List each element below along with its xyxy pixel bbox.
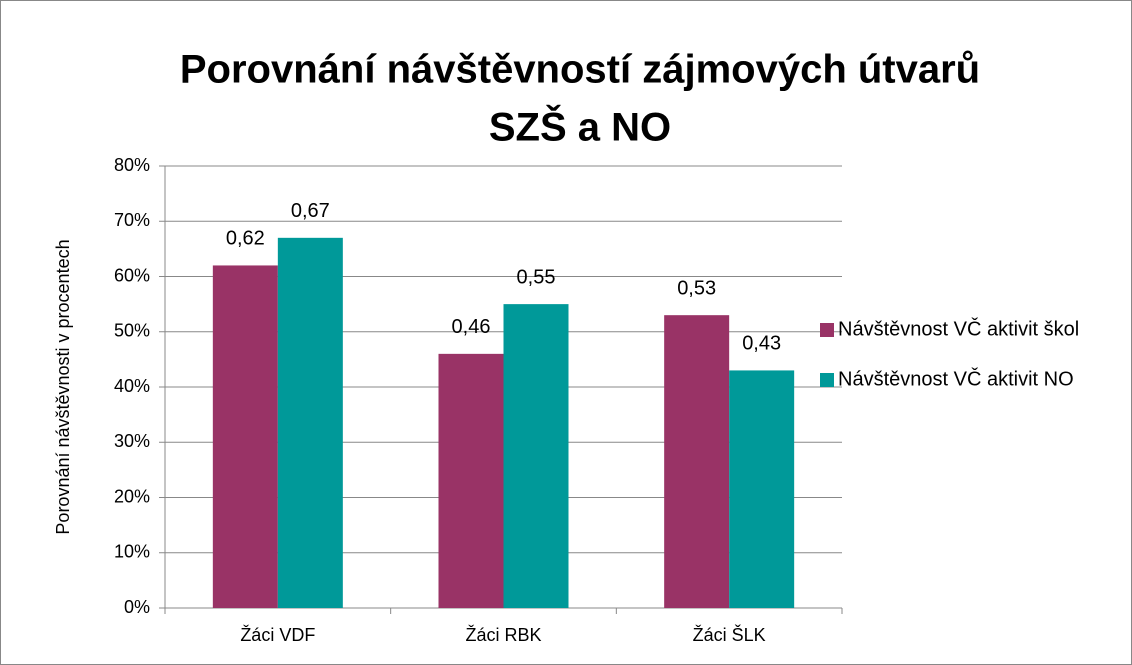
data-label: 0,62: [226, 228, 265, 250]
x-tick-label: Žáci ŠLK: [693, 624, 766, 645]
legend-label: Návštěvnost VČ aktivit NO: [838, 367, 1074, 390]
legend-swatch: [820, 323, 834, 337]
legend-label: Návštěvnost VČ aktivit škol: [838, 317, 1079, 340]
x-tick-label: Žáci RBK: [465, 625, 541, 645]
legend-swatch: [820, 373, 834, 387]
bar: [503, 304, 569, 608]
bar: [212, 265, 278, 608]
y-tick-label: 70%: [114, 210, 150, 230]
data-label: 0,46: [452, 316, 491, 338]
bar: [277, 237, 343, 608]
y-tick-label: 40%: [114, 376, 150, 396]
chart-title: SZŠ a NO: [489, 104, 671, 150]
y-tick-label: 30%: [114, 431, 150, 451]
y-tick-label: 50%: [114, 321, 150, 341]
y-tick-label: 60%: [114, 265, 150, 285]
bar: [729, 370, 795, 608]
data-label: 0,55: [517, 266, 556, 288]
data-label: 0,43: [742, 333, 781, 355]
y-tick-label: 10%: [114, 542, 150, 562]
y-tick-label: 0%: [124, 597, 150, 617]
y-axis-label: Porovnání návštěvnosti v procentech: [53, 239, 73, 534]
x-tick-label: Žáci VDF: [240, 625, 315, 645]
bar: [438, 353, 504, 608]
bar: [664, 315, 730, 608]
data-label: 0,53: [677, 277, 716, 299]
y-tick-label: 20%: [114, 486, 150, 506]
data-label: 0,67: [291, 200, 330, 222]
chart-title: Porovnání návštěvností zájmových útvarů: [180, 48, 980, 92]
y-tick-label: 80%: [114, 155, 150, 175]
